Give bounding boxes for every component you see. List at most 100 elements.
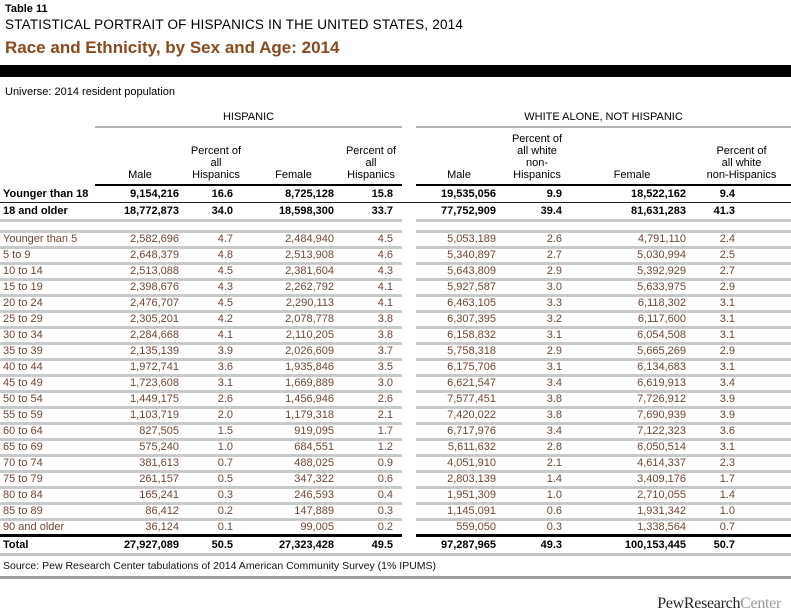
table-number: Table 11 bbox=[5, 3, 48, 15]
data-cell: 1,951,309 bbox=[416, 487, 503, 505]
data-cell bbox=[502, 220, 573, 233]
row-label: 40 to 44 bbox=[0, 359, 95, 377]
data-cell: 4.7 bbox=[185, 231, 247, 249]
group-gap bbox=[402, 520, 416, 536]
table-row-50-to-54: 50 to 54 1,449,175 2.6 1,456,946 2.6 7,577,45… bbox=[0, 391, 791, 409]
data-cell: 49.3 bbox=[502, 535, 573, 556]
data-cell bbox=[247, 220, 340, 233]
data-cell: 2,513,088 bbox=[95, 263, 185, 281]
data-cell: 3.8 bbox=[502, 391, 573, 409]
row-label: 25 to 29 bbox=[0, 311, 95, 329]
data-cell: 1.5 bbox=[185, 423, 247, 441]
data-cell: 2.9 bbox=[692, 279, 791, 297]
table-row-60-to-64: 60 to 64 827,505 1.5 919,095 1.7 6,717,976 3.4… bbox=[0, 423, 791, 441]
data-cell: 2,513,908 bbox=[247, 247, 340, 265]
data-cell: 2,803,139 bbox=[416, 471, 503, 489]
data-cell: 1,338,564 bbox=[572, 519, 693, 537]
data-cell: 1.2 bbox=[340, 439, 403, 457]
data-cell: 165,241 bbox=[95, 487, 185, 505]
data-cell: 5,633,975 bbox=[572, 279, 693, 297]
data-cell: 4.1 bbox=[340, 295, 403, 313]
data-cell: 2.6 bbox=[185, 391, 247, 409]
table-row-30-to-34: 30 to 34 2,284,668 4.1 2,110,205 3.8 6,158,83… bbox=[0, 327, 791, 345]
data-cell: 2,476,707 bbox=[95, 295, 185, 313]
row-label: 35 to 39 bbox=[0, 343, 95, 361]
data-cell: 4.1 bbox=[185, 327, 247, 345]
data-cell: 3.1 bbox=[692, 359, 791, 377]
data-cell: 827,505 bbox=[95, 423, 185, 441]
data-cell: 0.4 bbox=[340, 487, 403, 505]
data-cell: 7,726,912 bbox=[572, 391, 693, 409]
group-gap bbox=[402, 392, 416, 408]
group-gap bbox=[402, 264, 416, 280]
group-gap bbox=[402, 185, 417, 203]
table-row-total: Total 27,927,089 50.5 27,323,428 49.5 97,287,… bbox=[0, 535, 791, 556]
data-cell: 3.0 bbox=[340, 375, 403, 393]
row-label: 75 to 79 bbox=[0, 471, 95, 489]
table-row-younger-than-5: Younger than 5 2,582,696 4.7 2,484,940 4.5 5,… bbox=[0, 231, 791, 249]
data-cell: 6,621,547 bbox=[416, 375, 503, 393]
data-cell: 4.1 bbox=[340, 279, 403, 297]
row-label: 55 to 59 bbox=[0, 407, 95, 425]
table-row-15-to-19: 15 to 19 2,398,676 4.3 2,262,792 4.1 5,927,58… bbox=[0, 279, 791, 297]
group-gap bbox=[402, 408, 416, 424]
data-cell: 3.8 bbox=[340, 327, 403, 345]
table-row-85-to-89: 85 to 89 86,412 0.2 147,889 0.3 1,145,091 0.6 1… bbox=[0, 503, 791, 521]
data-cell: 4.5 bbox=[340, 231, 403, 249]
data-cell: 3,409,176 bbox=[572, 471, 693, 489]
data-cell: 3.4 bbox=[502, 375, 573, 393]
data-cell: 2,381,604 bbox=[247, 263, 340, 281]
col-header-white-percent-female: Percent of all white non-Hispanics bbox=[692, 127, 791, 186]
group-gap bbox=[402, 248, 416, 264]
row-label: Total bbox=[0, 535, 95, 556]
data-cell: 1,145,091 bbox=[416, 503, 503, 521]
data-cell: 4.3 bbox=[340, 263, 403, 281]
data-cell: 33.7 bbox=[340, 202, 403, 222]
data-cell: 27,927,089 bbox=[95, 535, 185, 556]
row-label bbox=[0, 220, 95, 233]
data-cell: 0.7 bbox=[692, 519, 791, 537]
row-label: 45 to 49 bbox=[0, 375, 95, 393]
data-cell: 1.0 bbox=[185, 439, 247, 457]
group-gap bbox=[402, 296, 416, 312]
data-cell: 1,723,608 bbox=[95, 375, 185, 393]
data-cell: 0.7 bbox=[185, 455, 247, 473]
data-cell: 7,420,022 bbox=[416, 407, 503, 425]
data-cell: 3.9 bbox=[185, 343, 247, 361]
col-header-white-male: Male bbox=[416, 127, 503, 186]
group-gap bbox=[402, 312, 416, 328]
table-row-45-to-49: 45 to 49 1,723,608 3.1 1,669,889 3.0 6,621,54… bbox=[0, 375, 791, 393]
data-cell: 5,340,897 bbox=[416, 247, 503, 265]
data-cell: 5,030,994 bbox=[572, 247, 693, 265]
data-cell: 4.2 bbox=[185, 311, 247, 329]
data-cell: 4,791,110 bbox=[572, 231, 693, 249]
spacer-row bbox=[0, 220, 791, 233]
table-body: Younger than 18 9,154,216 16.6 8,725,128 15.… bbox=[0, 185, 791, 556]
title-divider-bar bbox=[0, 65, 791, 77]
data-cell: 3.9 bbox=[692, 407, 791, 425]
data-cell: 919,095 bbox=[247, 423, 340, 441]
table-row-90-and-older: 90 and older 36,124 0.1 99,005 0.2 559,050 0.3… bbox=[0, 519, 791, 537]
table-row-65-to-69: 65 to 69 575,240 1.0 684,551 1.2 5,611,632 2.8… bbox=[0, 439, 791, 457]
data-cell: 6,158,832 bbox=[416, 327, 503, 345]
data-cell: 3.6 bbox=[692, 423, 791, 441]
report-page: Table 11 STATISTICAL PORTRAIT OF HISPANI… bbox=[0, 3, 791, 613]
data-cell: 2.1 bbox=[340, 407, 403, 425]
data-cell: 99,005 bbox=[247, 519, 340, 537]
table-row-younger-than-18: Younger than 18 9,154,216 16.6 8,725,128 15.… bbox=[0, 185, 791, 203]
data-cell: 3.1 bbox=[692, 439, 791, 457]
col-header-hispanic-percent-female: Percent of all Hispanics bbox=[340, 127, 403, 186]
data-cell: 347,322 bbox=[247, 471, 340, 489]
data-cell: 2,398,676 bbox=[95, 279, 185, 297]
data-cell: 246,593 bbox=[247, 487, 340, 505]
data-cell: 1.0 bbox=[502, 487, 573, 505]
row-label: 10 to 14 bbox=[0, 263, 95, 281]
data-cell: 4.3 bbox=[185, 279, 247, 297]
row-label: 70 to 74 bbox=[0, 455, 95, 473]
row-label: 90 and older bbox=[0, 519, 95, 537]
data-cell: 4.5 bbox=[185, 295, 247, 313]
data-cell: 100,153,445 bbox=[572, 535, 693, 556]
column-header-row: Male Percent of all Hispanics Female Per… bbox=[0, 127, 791, 186]
data-cell: 6,050,514 bbox=[572, 439, 693, 457]
group-gap bbox=[402, 376, 416, 392]
